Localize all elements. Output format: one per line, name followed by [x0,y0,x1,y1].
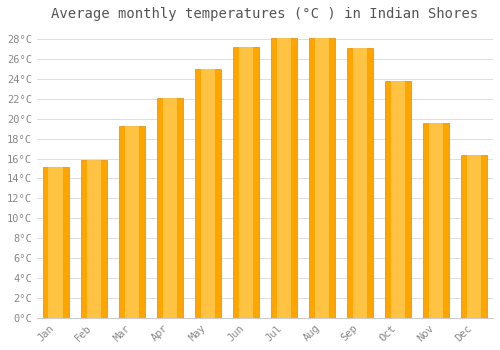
Bar [384,81,411,318]
Bar [428,122,444,318]
Bar [390,81,406,318]
Bar [80,160,107,318]
Bar [194,69,221,318]
Bar [232,47,259,318]
Bar [238,47,253,318]
Bar [422,122,450,318]
Bar [200,69,215,318]
Bar [308,38,336,318]
Bar [270,38,297,318]
Bar [346,48,374,318]
Bar [118,126,145,318]
Bar [314,38,330,318]
Bar [48,168,63,318]
Bar [460,155,487,318]
Bar [466,155,481,318]
Bar [86,160,101,318]
Title: Average monthly temperatures (°C ) in Indian Shores: Average monthly temperatures (°C ) in In… [52,7,478,21]
Bar [162,98,177,318]
Bar [156,98,183,318]
Bar [42,168,69,318]
Bar [352,48,368,318]
Bar [276,38,291,318]
Bar [124,126,139,318]
